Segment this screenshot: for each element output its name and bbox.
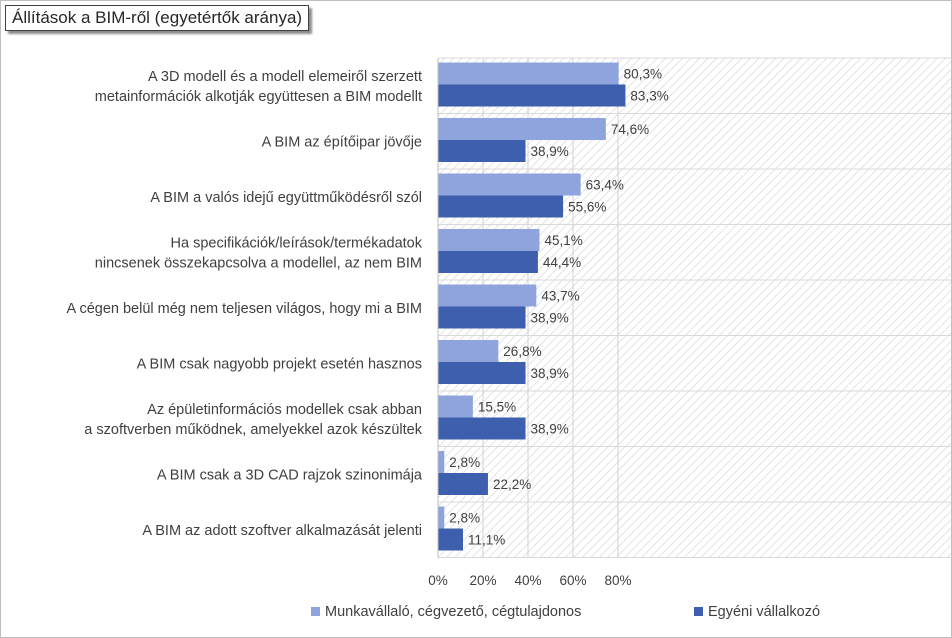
data-label-s2-8: 22,2% — [493, 477, 531, 492]
legend: Munkavállaló, cégvezető, cégtulajdonos Eg… — [311, 604, 820, 620]
bar-s2-1 — [438, 84, 626, 107]
bar-s1-1 — [438, 62, 619, 85]
bars: 80,3% 83,3% 74,6% 38,9% 63,4% 55,6% 45,1% 44,4%… — [438, 62, 669, 551]
data-label-s2-4: 44,4% — [543, 255, 581, 270]
bar-s1-4 — [438, 229, 540, 251]
category-label-1-line-1: A 3D modell és a modell elemeiről szerze… — [148, 69, 422, 85]
chart-title: Állítások a BIM-ről (egyetértők aránya) — [5, 5, 310, 31]
data-label-s2-3: 55,6% — [568, 200, 606, 215]
data-label-s1-1: 80,3% — [624, 67, 662, 82]
legend-label-2: Egyéni vállalkozó — [708, 604, 820, 620]
category-label-3: A BIM a valós idejű együttműködésről szó… — [150, 190, 422, 206]
x-tick-label-3: 60% — [559, 573, 586, 588]
bar-s2-5 — [438, 306, 526, 329]
bar-s2-8 — [438, 473, 488, 495]
bar-s1-7 — [438, 395, 473, 418]
bar-s2-4 — [438, 251, 538, 273]
data-label-s1-7: 15,5% — [478, 400, 516, 415]
data-label-s2-6: 38,9% — [531, 366, 569, 381]
category-label-2: A BIM az építőipar jövője — [262, 134, 422, 150]
x-tick-label-0: 0% — [428, 573, 448, 588]
data-label-s2-9: 11,1% — [468, 533, 505, 548]
category-label-1-line-2: metainformációk alkotják együttesen a BI… — [95, 89, 422, 105]
data-label-s2-7: 38,9% — [531, 422, 569, 437]
data-label-s1-8: 2,8% — [449, 455, 480, 470]
data-label-s1-6: 26,8% — [503, 344, 541, 359]
category-label-8: A BIM csak a 3D CAD rajzok szinonimája — [157, 467, 423, 483]
category-label-4-line-2: nincsenek összekapcsolva a modellel, az … — [95, 255, 422, 271]
category-label-6: A BIM csak nagyobb projekt esetén haszno… — [137, 356, 422, 372]
bar-s2-7 — [438, 417, 526, 440]
bar-s1-6 — [438, 340, 499, 362]
legend-swatch-1 — [311, 607, 320, 616]
x-tick-label-2: 40% — [514, 573, 541, 588]
bar-s1-8 — [438, 451, 445, 473]
bar-s1-9 — [438, 506, 445, 529]
data-label-s1-3: 63,4% — [586, 178, 624, 193]
data-label-s1-9: 2,8% — [449, 511, 480, 526]
category-label-4-line-1: Ha specifikációk/leírások/termékadatok — [171, 235, 423, 251]
bar-s1-5 — [438, 284, 537, 307]
bar-s1-2 — [438, 118, 606, 140]
bar-s1-3 — [438, 173, 581, 196]
category-label-7-line-1: Az épületinformációs modellek csak abban — [147, 402, 422, 418]
category-label-7-line-2: a szoftverben működnek, amelyekkel azok … — [84, 422, 422, 438]
category-labels: A 3D modell és a modell elemeiről szerze… — [67, 69, 423, 539]
bar-s2-9 — [438, 528, 463, 551]
bar-s2-6 — [438, 362, 526, 384]
data-label-s2-1: 83,3% — [630, 89, 668, 104]
x-tick-label-4: 80% — [604, 573, 631, 588]
bar-s2-2 — [438, 140, 526, 162]
data-label-s2-5: 38,9% — [531, 311, 569, 326]
data-label-s1-4: 45,1% — [544, 233, 582, 248]
legend-label-1: Munkavállaló, cégvezető, cégtulajdonos — [325, 604, 581, 620]
x-tick-label-1: 20% — [469, 573, 496, 588]
data-label-s1-5: 43,7% — [541, 289, 579, 304]
category-label-9: A BIM az adott szoftver alkalmazását jel… — [142, 523, 422, 539]
data-label-s1-2: 74,6% — [611, 122, 649, 137]
bar-s2-3 — [438, 195, 564, 218]
x-axis: 0% 20% 40% 60% 80% — [428, 58, 632, 588]
legend-swatch-2 — [694, 607, 703, 616]
data-label-s2-2: 38,9% — [531, 144, 569, 159]
category-label-5: A cégen belül még nem teljesen világos, … — [67, 301, 422, 317]
